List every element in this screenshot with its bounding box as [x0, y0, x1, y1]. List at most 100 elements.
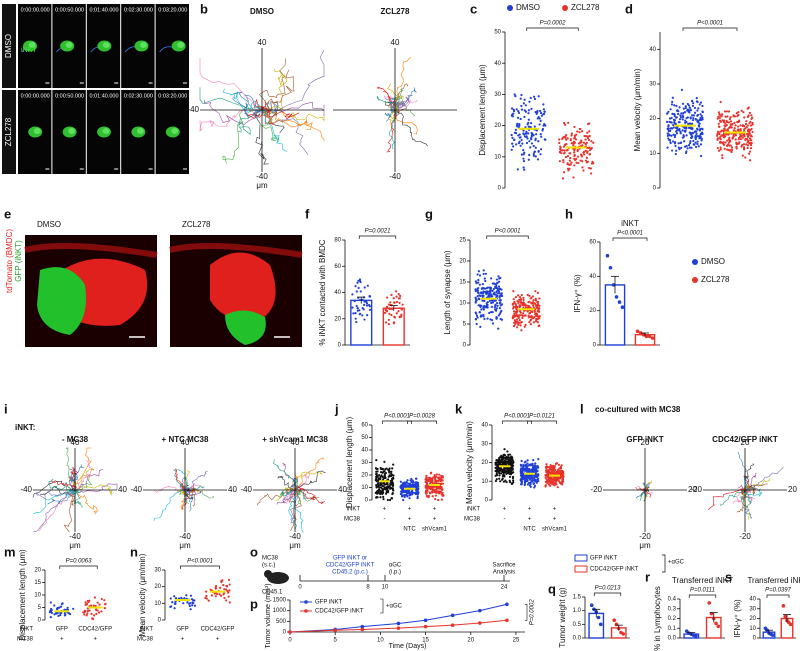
dot [592, 141, 595, 144]
dot [718, 125, 721, 128]
dot [510, 465, 513, 469]
dot [517, 294, 520, 297]
dot [388, 471, 391, 474]
dot [434, 494, 437, 497]
dot [536, 158, 540, 161]
dot [438, 473, 441, 476]
dot [695, 97, 698, 100]
dot [406, 485, 410, 489]
dot [527, 158, 530, 161]
dot [482, 287, 485, 290]
dot [544, 476, 547, 479]
track [261, 49, 325, 114]
dot [57, 614, 60, 618]
dot [477, 304, 480, 307]
dot [568, 159, 571, 162]
dot [483, 299, 486, 303]
dot [365, 304, 369, 307]
dot [48, 610, 52, 614]
dot [220, 580, 223, 584]
dot [563, 143, 567, 147]
dot [440, 475, 444, 478]
dot [68, 613, 72, 616]
dot [204, 596, 207, 599]
dot [223, 588, 226, 591]
dot [533, 125, 536, 128]
day-label: 8 [366, 585, 370, 591]
dot [497, 461, 501, 464]
dot [368, 295, 371, 298]
dot [483, 317, 486, 321]
y-tick-label: 30 [154, 568, 161, 574]
axis-tick-label: 40 [391, 38, 400, 47]
dot [542, 103, 545, 106]
y-tick-label: 0.2 [668, 616, 677, 622]
p-bracket [486, 235, 529, 239]
dot [745, 143, 748, 146]
panel-letter: l [580, 401, 584, 416]
dot [722, 141, 725, 144]
track [74, 483, 118, 493]
dot [725, 144, 729, 147]
point [589, 603, 594, 607]
dot [528, 300, 531, 303]
dot [495, 317, 498, 320]
dot [87, 601, 90, 604]
dot [382, 498, 385, 501]
x-tick-label: 25 [513, 638, 520, 644]
y-tick-label: 0.1 [668, 626, 677, 632]
dot [521, 468, 524, 471]
dot [668, 117, 672, 120]
dot [408, 482, 411, 486]
dot [427, 495, 430, 499]
legend-label: ZCL278 [571, 3, 600, 12]
dot [532, 304, 535, 307]
dot [510, 148, 513, 151]
axis-tick-label: -40 [289, 532, 301, 541]
cell [171, 128, 179, 134]
dot [513, 324, 516, 328]
y-tick-label: 1.5 [573, 595, 582, 601]
dot [566, 137, 569, 140]
dot [687, 144, 691, 147]
dot [391, 481, 394, 484]
dot [512, 305, 516, 308]
dot [583, 153, 586, 156]
dot [523, 98, 526, 101]
dot [379, 477, 382, 480]
dot [382, 491, 385, 494]
dot [582, 169, 585, 172]
dot [749, 147, 753, 150]
dot [670, 116, 673, 120]
y-axis-label: Tumor volume (mm³) [265, 583, 272, 648]
dot [698, 135, 701, 138]
dot [554, 472, 557, 475]
dot [404, 482, 407, 486]
y-tick-label: 60 [334, 264, 341, 270]
dot [90, 612, 93, 615]
time-stamp: 0:01:40.000 [89, 7, 118, 13]
dot [498, 471, 501, 475]
dot [550, 470, 553, 473]
dot [527, 314, 530, 317]
point [450, 623, 455, 627]
dot [425, 474, 428, 477]
dot [171, 601, 174, 604]
y-axis-label: % iNKT contacted with BMDC [318, 239, 327, 345]
dot [383, 474, 386, 477]
y-tick-label: 20 [649, 116, 656, 122]
dot [575, 161, 578, 164]
y-tick-label: 0 [485, 498, 489, 504]
dot [425, 480, 428, 484]
dot [502, 454, 505, 457]
dot [475, 322, 478, 326]
dot [54, 612, 58, 615]
dot [366, 314, 369, 317]
dot [699, 118, 702, 121]
point [478, 621, 482, 625]
track [184, 470, 208, 491]
dot [527, 121, 530, 124]
dot [580, 130, 584, 133]
dot [732, 133, 735, 137]
dot [524, 314, 527, 317]
